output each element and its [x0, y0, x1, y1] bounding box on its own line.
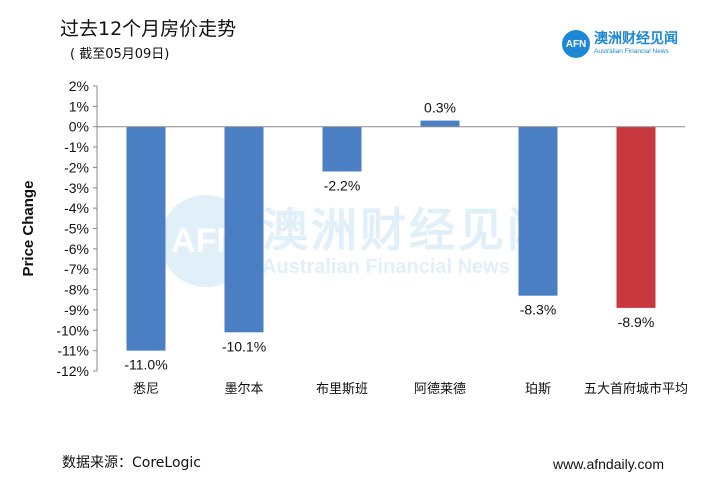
bar: [126, 126, 166, 351]
chart-subtitle: ( 截至05月09日): [70, 47, 170, 62]
y-tick-label: -8%: [64, 282, 89, 298]
y-tick-label: -5%: [64, 221, 89, 237]
y-tick-label: -1%: [64, 139, 89, 155]
bar: [518, 126, 558, 296]
y-tick-label: -9%: [64, 302, 89, 318]
chart-title: 过去12个月房价走势: [60, 18, 237, 40]
data-label: -10.1%: [222, 338, 266, 354]
data-label: -11.0%: [124, 357, 167, 373]
y-tick-label: 0%: [69, 119, 89, 135]
x-category-label: 布里斯班: [316, 382, 368, 397]
y-tick-label: -6%: [64, 241, 89, 257]
y-axis-title: Price Change: [20, 181, 37, 277]
afn-logo-icon: AFN: [562, 30, 590, 58]
logo-name-en: Australian Financial News: [594, 48, 669, 55]
data-label: -8.3%: [520, 302, 557, 318]
bar: [322, 126, 362, 172]
x-category-label: 五大首府城市平均: [584, 381, 688, 397]
afn-logo-text: 澳洲财经见闻 Australian Financial News: [594, 32, 678, 56]
y-tick-label: -4%: [64, 200, 89, 216]
source-note: 数据来源：CoreLogic: [62, 455, 201, 471]
bar: [420, 120, 460, 127]
y-tick-label: -11%: [57, 343, 89, 359]
afn-logo: AFN 澳洲财经见闻 Australian Financial News: [562, 30, 678, 58]
data-label: 0.3%: [424, 100, 456, 116]
x-category-label: 珀斯: [525, 382, 551, 397]
y-axis: 2% 1% 0% -1% -2% -3% -4% -5% -6% -7% -8% -9% -10% -11…: [56, 78, 98, 379]
logo-name-cn: 澳洲财经见闻: [594, 31, 678, 47]
y-tick-label: 1%: [69, 98, 89, 114]
y-tick-label: -12%: [56, 363, 89, 379]
website-url: www.afndaily.com: [553, 456, 665, 472]
y-tick-label: -7%: [64, 261, 89, 277]
x-category-label: 阿德莱德: [414, 382, 466, 397]
data-label: -8.9%: [618, 314, 655, 330]
bar: [616, 126, 656, 308]
bar: [224, 126, 264, 333]
y-tick-label: 2%: [69, 78, 89, 94]
data-label: -2.2%: [324, 178, 361, 194]
y-tick-label: -10%: [56, 322, 89, 338]
bars: [126, 120, 656, 351]
y-tick-label: -2%: [64, 159, 89, 175]
y-tick-label: -3%: [64, 180, 89, 196]
x-category-label: 悉尼: [133, 382, 159, 397]
x-axis: 悉尼 墨尔本 布里斯班 阿德莱德 珀斯 五大首府城市平均: [133, 381, 688, 397]
data-labels: -11.0% -10.1% -2.2% 0.3% -8.3% -8.9%: [124, 100, 654, 373]
x-category-label: 墨尔本: [224, 382, 263, 397]
